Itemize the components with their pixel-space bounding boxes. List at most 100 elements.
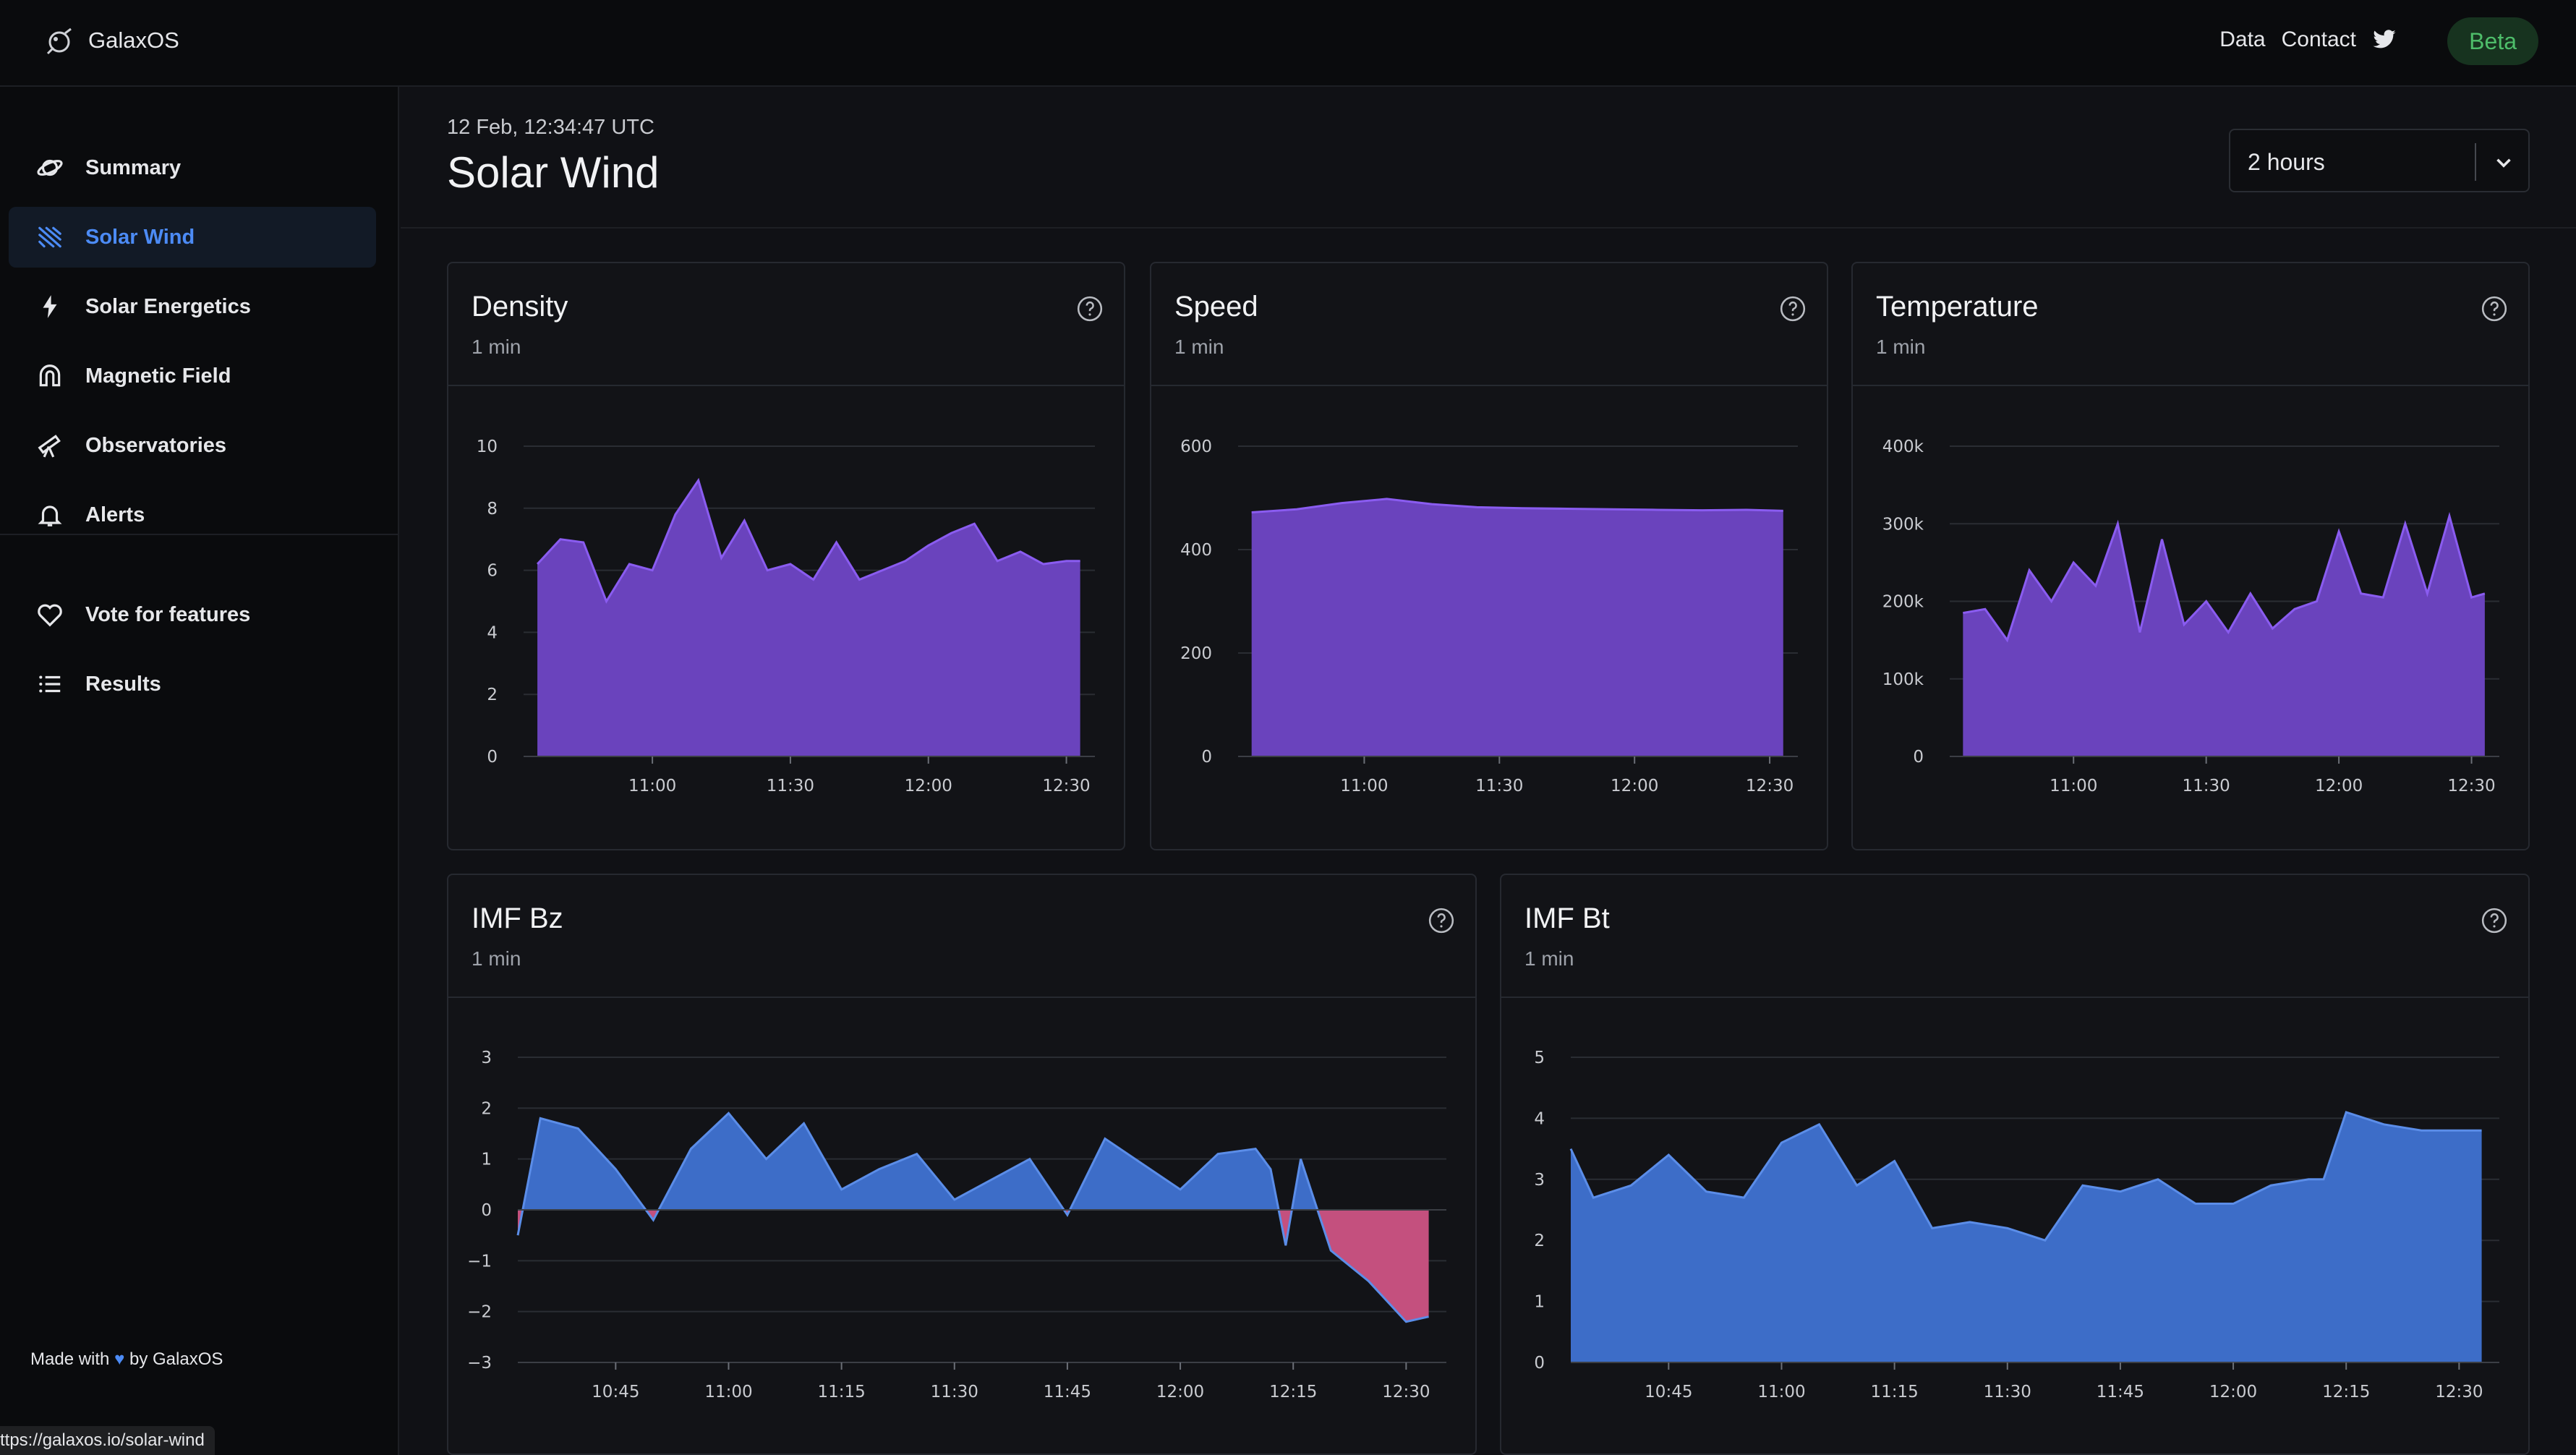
card-interval: 1 min (1876, 336, 1926, 358)
help-icon[interactable] (2481, 907, 2508, 934)
heart-icon (38, 604, 62, 627)
made-with-prefix: Made with (30, 1349, 110, 1369)
chart-plot: 0 200 400 600 11:00 11:30 12:00 12:30 (1180, 438, 1798, 795)
sidebar-item-label: Summary (85, 155, 182, 179)
card-divider (448, 997, 1475, 998)
data-link[interactable]: Data (2219, 27, 2266, 51)
made-with-suffix: by GalaxOS (129, 1349, 223, 1369)
sidebar-item-vote-for-features[interactable]: Vote for features (9, 584, 376, 645)
contact-link[interactable]: Contact (2281, 27, 2356, 51)
sidebar-item-observatories[interactable]: Observatories (9, 415, 376, 476)
x-tick-label: 10:45 (1645, 1383, 1692, 1401)
x-tick-label: 11:15 (1870, 1383, 1918, 1401)
brand-name[interactable]: GalaxOS (88, 27, 179, 53)
area-negative (518, 1210, 1429, 1322)
sidebar-item-label: Solar Energetics (85, 294, 251, 318)
x-tick-label: 11:00 (704, 1383, 752, 1401)
sidebar-item-results[interactable]: Results (9, 654, 376, 714)
galaxos-logo-icon[interactable] (38, 22, 81, 65)
chart-card-density: Density 1 min 0 2 4 6 8 10 11:00 11:30 12:00 12:30 (447, 262, 1125, 850)
series-line (1963, 511, 2486, 643)
x-tick-label: 12:00 (1611, 777, 1658, 795)
sidebar-item-solar-energetics[interactable]: Solar Energetics (9, 276, 376, 337)
x-tick-label: 11:30 (2183, 777, 2230, 795)
y-tick-label: −1 (467, 1252, 492, 1271)
top-bar: GalaxOS Data Contact Beta (0, 0, 2576, 87)
x-tick-label: 11:00 (1340, 777, 1388, 795)
time-range-select[interactable]: 2 hours (2229, 129, 2530, 192)
y-tick-label: 5 (1534, 1049, 1545, 1067)
series-line (1251, 498, 1783, 514)
chart-plot: 0 2 4 6 8 10 11:00 11:30 12:00 12:30 (477, 438, 1095, 795)
x-tick-label: 11:00 (2050, 777, 2097, 795)
bell-icon (38, 505, 62, 526)
chevron-down-icon[interactable] (2491, 150, 2517, 175)
planet-icon (37, 159, 63, 176)
y-tick-label: 3 (1534, 1171, 1545, 1190)
list-icon (39, 675, 61, 693)
chart-card-temperature: Temperature 1 min 0 100k 200k 300k 400k 11:00 11… (1851, 262, 2530, 850)
card-divider (1853, 385, 2528, 386)
y-tick-label: 400k (1882, 438, 1924, 456)
x-tick-label: 12:00 (2315, 777, 2363, 795)
help-icon[interactable] (1779, 295, 1807, 323)
time-range-value: 2 hours (2248, 149, 2325, 175)
y-tick-label: 200 (1180, 644, 1212, 663)
x-tick-label: 12:15 (1269, 1383, 1317, 1401)
help-icon[interactable] (1428, 907, 1455, 934)
y-tick-label: 300k (1882, 515, 1924, 534)
sidebar-item-magnetic-field[interactable]: Magnetic Field (9, 346, 376, 406)
page-title: Solar Wind (447, 148, 660, 197)
y-tick-label: 2 (1534, 1232, 1545, 1250)
sidebar: Summary Solar Wind Solar Energetics Magn… (0, 87, 399, 1455)
x-tick-label: 12:30 (2447, 777, 2495, 795)
card-title: IMF Bz (472, 903, 563, 934)
bolt-icon (43, 295, 57, 318)
y-tick-label: 4 (487, 623, 498, 642)
content-header: 12 Feb, 12:34:47 UTC Solar Wind (401, 87, 2576, 229)
x-tick-label: 11:45 (2097, 1383, 2144, 1401)
sidebar-item-label: Observatories (85, 433, 227, 457)
x-tick-label: 11:30 (1984, 1383, 2031, 1401)
y-tick-label: 8 (487, 500, 498, 519)
series-line (1569, 1111, 2482, 1242)
y-tick-label: −2 (467, 1303, 492, 1322)
help-icon[interactable] (2481, 295, 2508, 323)
sidebar-item-solar-wind[interactable]: Solar Wind (9, 207, 376, 268)
x-tick-label: 12:15 (2322, 1383, 2370, 1401)
x-tick-label: 12:30 (2435, 1383, 2483, 1401)
telescope-icon (38, 435, 61, 458)
sidebar-item-alerts[interactable]: Alerts (9, 485, 376, 545)
y-tick-label: 6 (487, 562, 498, 581)
y-tick-label: 200k (1882, 593, 1924, 612)
x-tick-label: 12:00 (1156, 1383, 1204, 1401)
chart-plot: 0 1 2 3 4 5 10:45 11:00 11:15 11:30 11:45 12:00 12:1… (1534, 1049, 2499, 1401)
y-tick-label: 0 (487, 748, 498, 767)
y-tick-label: 600 (1180, 438, 1212, 456)
card-interval: 1 min (1524, 947, 1574, 970)
x-tick-label: 11:00 (628, 777, 676, 795)
card-interval: 1 min (1174, 336, 1224, 358)
x-tick-label: 12:00 (2209, 1383, 2257, 1401)
sidebar-item-summary[interactable]: Summary (9, 137, 376, 198)
magnet-icon (39, 364, 61, 387)
series-line (536, 477, 1080, 604)
y-tick-label: −3 (467, 1354, 492, 1373)
wind-icon (38, 226, 61, 248)
area-series (537, 480, 1080, 756)
select-separator (2475, 143, 2476, 181)
y-tick-label: 2 (481, 1099, 492, 1118)
twitter-icon[interactable] (2372, 29, 2397, 51)
help-icon[interactable] (1076, 295, 1104, 323)
y-tick-label: 0 (1201, 748, 1212, 767)
x-tick-label: 11:45 (1044, 1383, 1091, 1401)
y-tick-label: 3 (481, 1049, 492, 1067)
card-divider (1151, 385, 1827, 386)
y-tick-label: 0 (1913, 748, 1924, 767)
x-tick-label: 12:30 (1042, 777, 1090, 795)
top-nav: Data Contact (2219, 27, 2397, 52)
heart-blue-icon: ♥ (114, 1349, 125, 1369)
card-interval: 1 min (472, 947, 521, 970)
sidebar-item-label: Solar Wind (85, 225, 195, 249)
x-tick-label: 11:15 (817, 1383, 865, 1401)
